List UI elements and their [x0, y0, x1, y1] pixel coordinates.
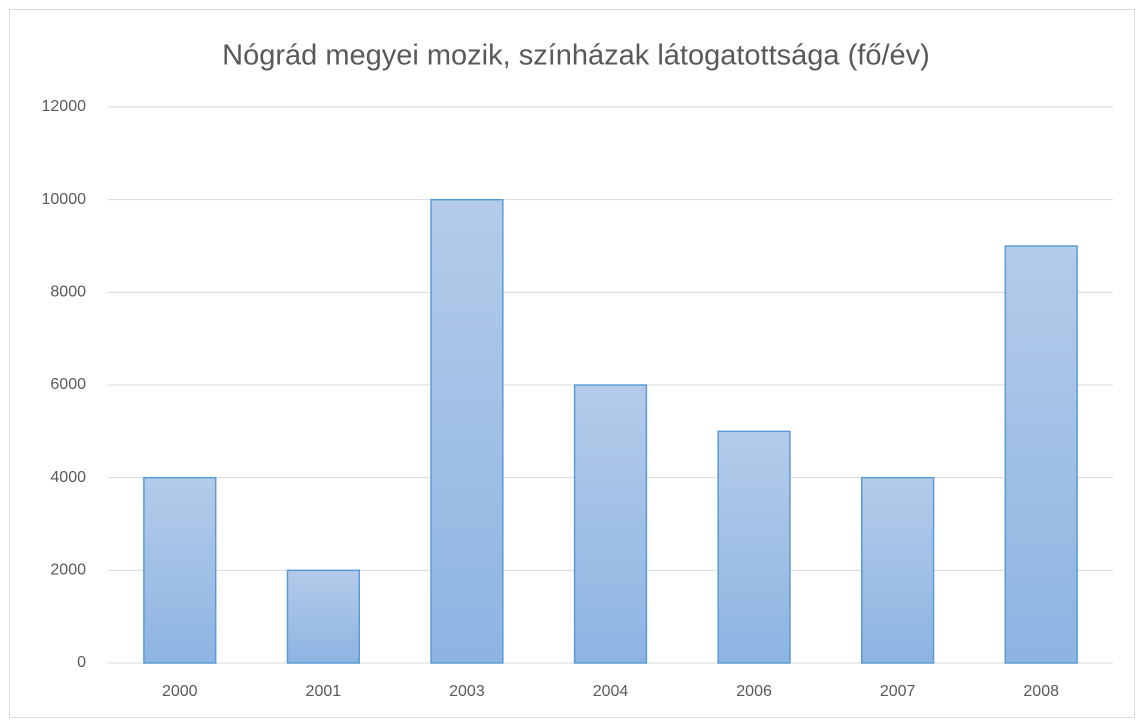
y-tick-label: 8000 — [50, 284, 86, 301]
x-tick-label: 2008 — [1023, 683, 1059, 700]
chart-title: Nógrád megyei mozik, színházak látogatot… — [222, 40, 930, 72]
x-tick-label: 2001 — [306, 683, 342, 700]
x-tick-label: 2003 — [449, 683, 485, 700]
bar — [717, 430, 791, 664]
bar — [430, 198, 504, 664]
x-tick-label: 2004 — [593, 683, 629, 700]
bar — [861, 476, 935, 664]
y-tick-label: 4000 — [50, 469, 86, 486]
x-tick-label: 2007 — [880, 683, 916, 700]
y-tick-label: 6000 — [50, 376, 86, 393]
bar — [1004, 245, 1078, 664]
y-tick-label: 0 — [77, 654, 86, 671]
y-tick-label: 10000 — [42, 191, 87, 208]
bar — [573, 384, 648, 664]
bar — [143, 476, 217, 664]
y-tick-label: 12000 — [42, 98, 87, 115]
bar — [286, 569, 361, 664]
x-tick-label: 2000 — [162, 683, 198, 700]
y-tick-label: 2000 — [50, 562, 86, 579]
x-tick-label: 2006 — [736, 683, 772, 700]
